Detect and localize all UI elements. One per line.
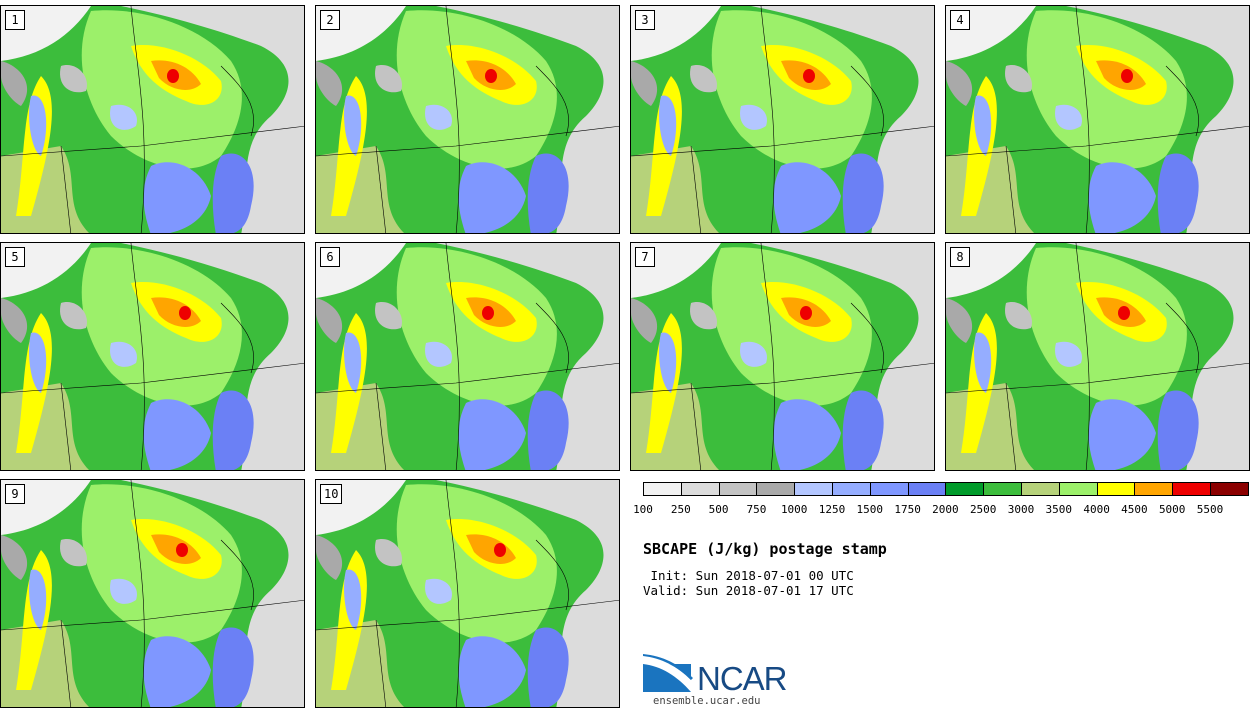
legend-color-swatch	[832, 482, 871, 496]
map-field	[946, 6, 1249, 233]
legend-tick-label: 1750	[894, 503, 921, 516]
legend-color-swatch	[1210, 482, 1249, 496]
member-number-label: 6	[320, 247, 340, 267]
legend-tick-label: 500	[708, 503, 729, 516]
legend-color-swatch	[1134, 482, 1174, 496]
source-url: ensemble.ucar.edu	[653, 695, 761, 707]
member-number-label: 10	[320, 484, 343, 504]
legend-color-swatch	[1172, 482, 1211, 496]
member-number-label: 5	[5, 247, 25, 267]
legend-color-swatch	[945, 482, 985, 496]
legend-color-swatch	[756, 482, 796, 496]
map-field	[631, 6, 934, 233]
ensemble-member-panel: 3	[630, 5, 935, 234]
valid-time: Valid: Sun 2018-07-01 17 UTC	[643, 583, 854, 598]
legend-color-swatch	[907, 482, 947, 496]
ncar-logo-icon	[643, 654, 693, 692]
init-time: Init: Sun 2018-07-01 00 UTC	[643, 568, 854, 583]
ensemble-member-panel: 10	[315, 479, 620, 708]
map-field	[316, 6, 619, 233]
legend-color-swatch	[983, 482, 1022, 496]
legend-color-swatch	[643, 482, 682, 496]
ensemble-member-panel: 1	[0, 5, 305, 234]
ensemble-member-panel: 8	[945, 242, 1250, 471]
legend-tick-label: 2000	[932, 503, 959, 516]
legend-color-swatch	[869, 482, 909, 496]
member-number-label: 9	[5, 484, 25, 504]
legend-tick-label: 5500	[1196, 503, 1224, 516]
legend-tick-label: 4500	[1121, 503, 1148, 516]
legend-color-swatch	[1058, 482, 1098, 496]
legend-color-swatch	[1096, 482, 1136, 496]
legend-tick-label: 750	[746, 503, 767, 516]
map-field	[946, 243, 1249, 470]
map-field	[316, 243, 619, 470]
ensemble-member-panel: 5	[0, 242, 305, 471]
member-number-label: 4	[950, 10, 970, 30]
legend-color-swatch	[794, 482, 833, 496]
legend-color-swatch	[1021, 482, 1060, 496]
legend-tick-label: 1000	[780, 503, 808, 516]
map-field	[316, 480, 619, 707]
legend-tick-label: 1250	[818, 503, 846, 516]
member-number-label: 3	[635, 10, 655, 30]
legend-tick-label: 250	[670, 503, 691, 516]
legend-tick-label: 3000	[1007, 503, 1035, 516]
member-number-label: 1	[5, 10, 25, 30]
legend-color-swatch	[718, 482, 758, 496]
member-number-label: 8	[950, 247, 970, 267]
map-field	[1, 6, 304, 233]
legend-tick-label: 3500	[1045, 503, 1073, 516]
ensemble-member-panel: 6	[315, 242, 620, 471]
ensemble-member-panel: 2	[315, 5, 620, 234]
legend-tick-label: 1500	[856, 503, 884, 516]
ensemble-member-panel: 4	[945, 5, 1250, 234]
ensemble-member-panel: 9	[0, 479, 305, 708]
legend-tick-label: 2500	[969, 503, 997, 516]
plot-title: SBCAPE (J/kg) postage stamp	[643, 540, 887, 558]
ncar-logo-text: NCAR	[697, 660, 788, 697]
member-number-label: 2	[320, 10, 340, 30]
legend-tick-label: 5000	[1158, 503, 1186, 516]
legend-tick-label: 100	[633, 503, 653, 516]
ensemble-member-panel: 7	[630, 242, 935, 471]
map-field	[1, 480, 304, 707]
map-field	[631, 243, 934, 470]
map-field	[1, 243, 304, 470]
legend-color-swatch	[680, 482, 720, 496]
legend-tick-label: 4000	[1083, 503, 1110, 516]
member-number-label: 7	[635, 247, 655, 267]
